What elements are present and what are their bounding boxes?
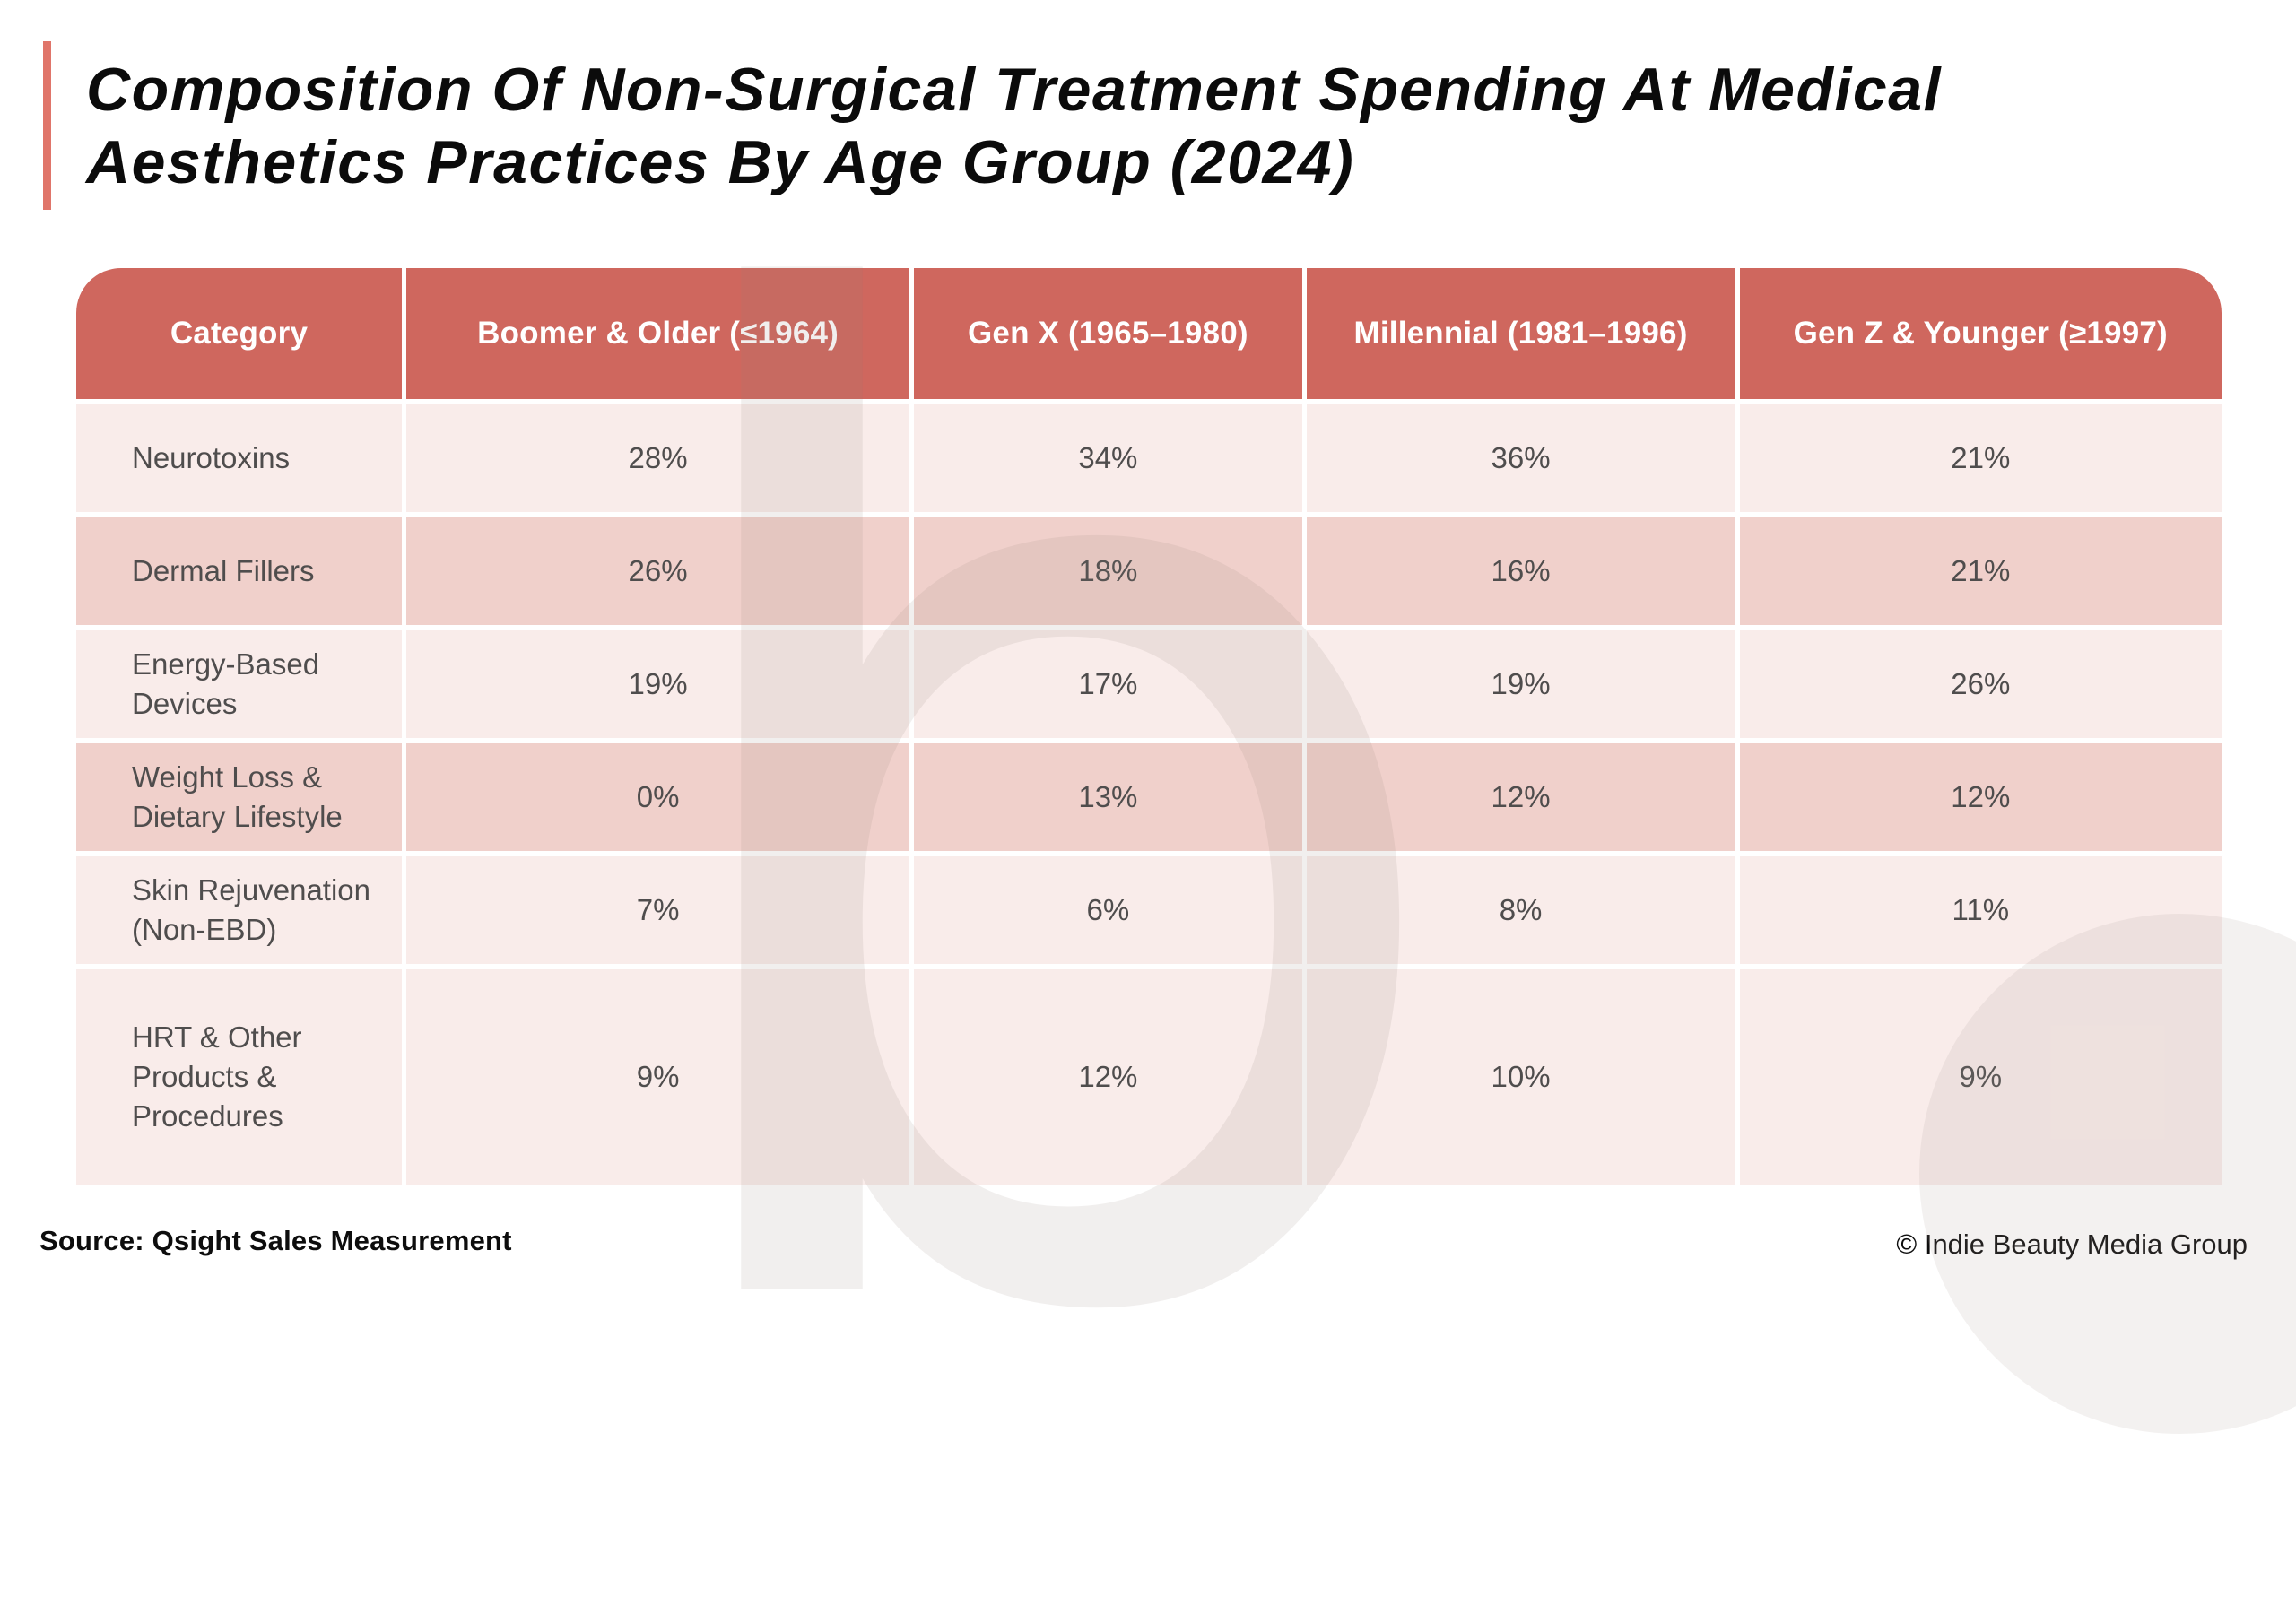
value-cell: 17% [914,630,1302,738]
value-cell: 36% [1306,404,1735,512]
value-cell: 7% [405,856,910,964]
value-cell: 10% [1306,969,1735,1185]
value-cell: 13% [914,743,1302,851]
value-cell: 21% [1739,517,2222,625]
value-cell: 11% [1739,856,2222,964]
value-cell: 12% [914,969,1302,1185]
value-cell: 9% [405,969,910,1185]
value-cell: 16% [1306,517,1735,625]
source-note: Source: Qsight Sales Measurement [39,1225,512,1256]
value-cell: 12% [1306,743,1735,851]
page-title-line2: Aesthetics Practices By Age Group (2024) [86,128,1355,196]
row-category: Weight Loss & Dietary Lifestyle [76,743,402,851]
row-category: Energy-Based Devices [76,630,402,738]
value-cell: 18% [914,517,1302,625]
value-cell: 9% [1739,969,2222,1185]
page-title: Composition Of Non-Surgical Treatment Sp… [86,54,2149,199]
value-cell: 26% [1739,630,2222,738]
value-cell: 6% [914,856,1302,964]
value-cell: 0% [405,743,910,851]
column-header-2: Gen X (1965–1980) [914,268,1302,399]
value-cell: 19% [1306,630,1735,738]
column-header-4: Gen Z & Younger (≥1997) [1739,268,2222,399]
spending-by-age-table: Category Boomer & Older (≤1964) Gen X (196… [76,268,2222,1185]
value-cell: 34% [914,404,1302,512]
value-cell: 28% [405,404,910,512]
value-cell: 26% [405,517,910,625]
copyright-note: © Indie Beauty Media Group [1896,1228,2248,1260]
row-category: Dermal Fillers [76,517,402,625]
page-title-line1: Composition Of Non-Surgical Treatment Sp… [86,56,1942,124]
row-category: Neurotoxins [76,404,402,512]
value-cell: 21% [1739,404,2222,512]
value-cell: 19% [405,630,910,738]
column-header-1: Boomer & Older (≤1964) [405,268,910,399]
value-cell: 8% [1306,856,1735,964]
value-cell: 12% [1739,743,2222,851]
row-category: HRT & Other Products & Procedures [76,969,402,1185]
row-category: Skin Rejuvenation (Non-EBD) [76,856,402,964]
column-header-3: Millennial (1981–1996) [1306,268,1735,399]
title-accent-bar [43,41,51,210]
column-header-0: Category [76,268,402,399]
